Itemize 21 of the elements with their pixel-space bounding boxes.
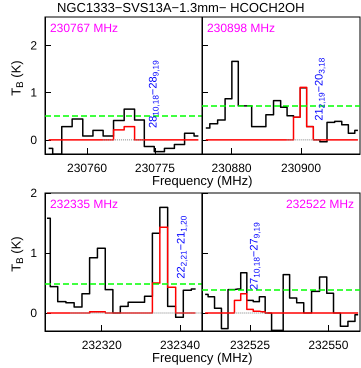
annotation: 232335 MHz: [50, 197, 118, 211]
x-tick-label: 232340: [160, 338, 200, 352]
annotation: 230898 MHz: [207, 21, 276, 35]
x-tick-label: 230880: [211, 161, 252, 175]
y-tick-label: 0: [30, 306, 38, 320]
x-tick-label: 232525: [230, 338, 270, 352]
x-tick-label: 230775: [134, 161, 176, 175]
x-tick-label: 232550: [308, 338, 349, 352]
y-tick-label: 1: [30, 86, 38, 100]
y-tick-label: 2: [30, 38, 38, 52]
x-tick-label: 230760: [67, 161, 108, 175]
y-tick-label: 1: [30, 246, 38, 260]
annotation: 230767 MHz: [50, 21, 118, 35]
x-axis-title: Frequency (MHz): [152, 173, 252, 188]
x-tick-label: 232320: [82, 338, 122, 352]
y-tick-label: 2: [30, 186, 38, 200]
chart-title: NGC1333−SVS13A−1.3mm− HCOCH2OH: [57, 0, 304, 15]
y-tick-label: 0: [30, 132, 38, 147]
annotation: 232522 MHz: [286, 197, 354, 211]
x-axis-title: Frequency (MHz): [152, 350, 252, 365]
x-tick-label: 230900: [280, 161, 322, 175]
